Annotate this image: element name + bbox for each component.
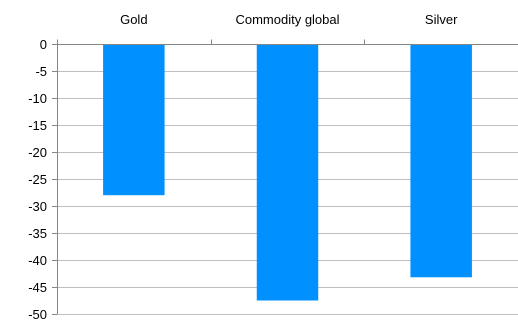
y-tick-label: -30 xyxy=(28,199,47,214)
y-tick-label: -15 xyxy=(28,118,47,133)
axes xyxy=(52,39,518,315)
y-tick-label: -40 xyxy=(28,253,47,268)
bar-commodity-global xyxy=(256,44,319,301)
bar-silver xyxy=(410,44,472,278)
y-tick-label: -20 xyxy=(28,145,47,160)
bar-gold xyxy=(103,44,165,196)
category-label: Commodity global xyxy=(235,12,339,27)
y-tick-label: -35 xyxy=(28,226,47,241)
y-tick-label: -5 xyxy=(35,64,47,79)
category-label: Gold xyxy=(120,12,147,27)
y-tick-label: -10 xyxy=(28,91,47,106)
labels: 0 -5 -10 -15 -20 -25 -30 -35 -40 -45 -50 Gold Commod… xyxy=(28,12,458,320)
y-tick-label: 0 xyxy=(40,37,47,52)
bars xyxy=(103,44,472,301)
y-tick-label: -45 xyxy=(28,280,47,295)
y-tick-label: -25 xyxy=(28,172,47,187)
category-label: Silver xyxy=(425,12,458,27)
y-tick-label: -50 xyxy=(28,307,47,320)
